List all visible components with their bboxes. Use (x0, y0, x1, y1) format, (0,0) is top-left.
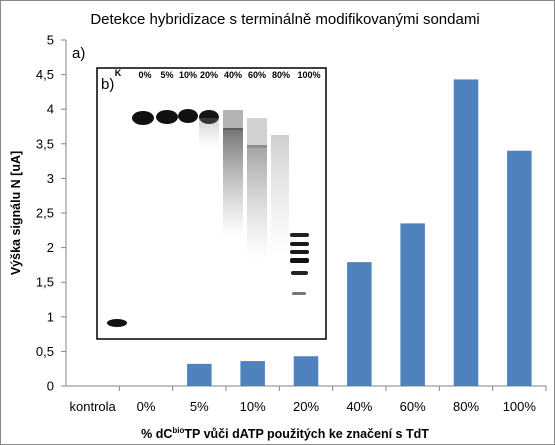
gel-lane-labels: K 0% 5% 10% 20% 40% 60% 80% 100% (115, 68, 321, 80)
x-tick-label: 80% (453, 399, 479, 414)
x-tick-label: 10% (240, 399, 266, 414)
x-tick-label: 0% (137, 399, 156, 414)
bar (347, 262, 372, 386)
gel-bands (107, 109, 309, 327)
panel-label-a: a) (72, 45, 85, 62)
plot-area: 00,511,522,533,544,55 kontrola 0% 5% 10% 20%… (36, 33, 547, 414)
gel-band-100-f (292, 292, 306, 295)
y-tick-label: 1,5 (36, 275, 54, 290)
y-tick-label: 1 (47, 309, 54, 324)
gel-lane-label: 20% (200, 70, 218, 80)
gel-band-100-b (290, 242, 309, 246)
gel-band-5 (156, 110, 178, 124)
x-tick-label: 100% (503, 399, 537, 414)
bar (400, 223, 425, 386)
y-tick-label: 0 (47, 379, 54, 394)
gel-band-0 (132, 111, 154, 125)
gel-lane-label: 0% (138, 70, 151, 80)
gel-band-100-d (290, 258, 309, 263)
x-tick-label: 40% (346, 399, 372, 414)
x-axis-label-superscript: bio (172, 426, 184, 435)
y-tick-label: 2 (47, 240, 54, 255)
gel-band-100-a (290, 233, 309, 237)
chart-title: Detekce hybridizace s terminálně modifik… (90, 11, 479, 28)
gel-band-100-c (290, 250, 309, 254)
gel-lane-label: 100% (297, 70, 320, 80)
gel-smear-40 (223, 128, 243, 238)
x-axis-label: % dCbioTP vůči dATP použitých ke značení… (141, 426, 429, 441)
bar (293, 356, 319, 386)
y-ticks: 0 0,5 1 1,5 2 2,5 3 3,5 4 4,5 5 (36, 33, 66, 394)
gel-lane-label: 80% (272, 70, 290, 80)
y-tick-label: 3,5 (36, 136, 54, 151)
x-tick-label: 20% (293, 399, 319, 414)
gel-band-k (107, 319, 127, 327)
gel-smear-20 (199, 118, 219, 148)
panel-label-b: b) (101, 76, 114, 93)
bars (187, 79, 532, 386)
gel-lane-label: 10% (179, 70, 197, 80)
bar (187, 363, 212, 386)
x-axis-label-prefix: % dC (141, 427, 172, 441)
bar (453, 79, 479, 386)
gel-smear-80 (271, 135, 289, 260)
y-tick-label: 0,5 (36, 344, 54, 359)
gel-lane-label: 5% (160, 70, 173, 80)
y-axis-label: Výška signálu N [uA] (9, 151, 23, 275)
y-tick-label: 2,5 (36, 206, 54, 221)
x-axis-label-suffix: TP vůči dATP použitých ke značení s TdT (184, 427, 429, 441)
bar (240, 361, 265, 386)
gel-band-100-e (291, 271, 308, 275)
gel-inset: b) K 0% 5% 10% 20% 40% 60% 80% 100% (96, 67, 327, 340)
y-tick-label: 3 (47, 171, 54, 186)
gel-lane-label: 60% (248, 70, 266, 80)
x-ticks: kontrola 0% 5% 10% 20% 40% 60% 80% 100% (70, 386, 547, 414)
gel-band-60 (247, 118, 267, 148)
y-tick-label: 4 (47, 102, 54, 117)
gel-lane-label: K (115, 68, 122, 78)
gel-band-10 (178, 109, 198, 123)
x-tick-label: 5% (190, 399, 209, 414)
x-tick-label: 60% (400, 399, 426, 414)
x-tick-label: kontrola (70, 399, 117, 414)
bar (507, 150, 532, 386)
y-tick-label: 5 (47, 33, 54, 48)
gel-smear-60 (247, 145, 267, 260)
gel-frame (96, 67, 327, 340)
gel-lane-label: 40% (224, 70, 242, 80)
y-tick-label: 4,5 (36, 67, 54, 82)
gel-band-40 (223, 110, 243, 130)
